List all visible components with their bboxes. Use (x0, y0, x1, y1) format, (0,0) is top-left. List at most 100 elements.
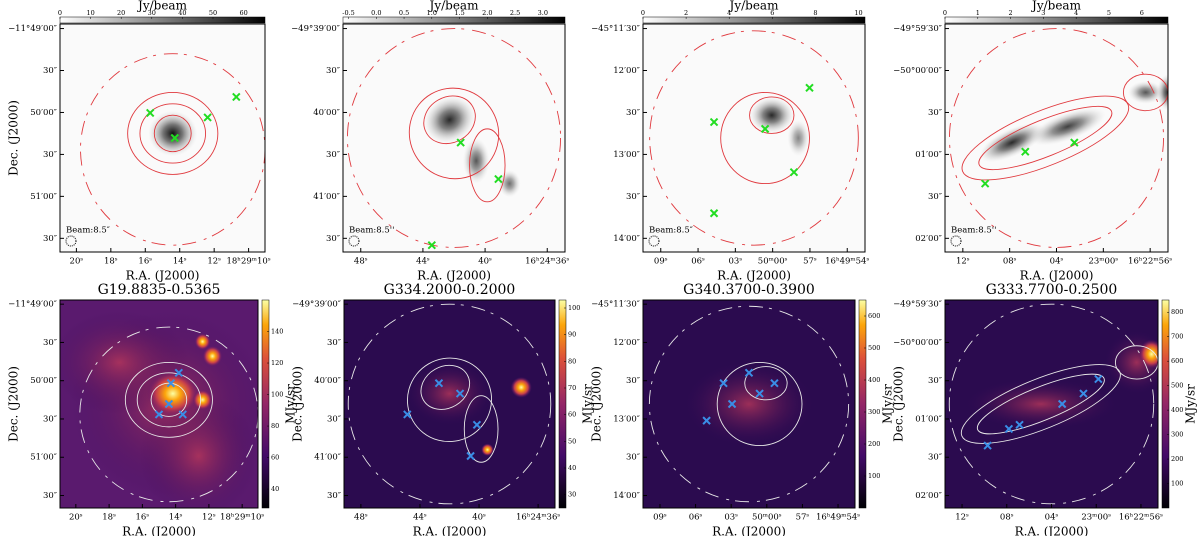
y-tick-label: −11°49′00″ (8, 24, 57, 34)
bright-source (192, 389, 213, 411)
panel-title: G333.7700-0.2500 (986, 282, 1118, 298)
x-tick-label: 09ˢ (654, 257, 668, 267)
colorbar-label: Jy/beam (1030, 0, 1082, 13)
x-tick-label: 18ʰ29ᵐ10ˢ (220, 513, 264, 523)
emission (749, 96, 794, 134)
colorbar-tick-label: 6 (1140, 9, 1144, 17)
x-tick-label: 14ˢ (169, 513, 183, 523)
y-tick-label: −50°00′00″ (893, 338, 942, 348)
colorbar-tick-label: 100 (271, 391, 283, 399)
colorbar-label: MJy/sr (581, 384, 595, 424)
y-tick-label: 30″ (626, 453, 640, 463)
dust-panel: Beam:8.5'' 0 1 2 3 4 5 6 Jy/beam 12ˢ 08ˢ 04ˢ 23ᵐ00ˢ 1… (893, 0, 1172, 283)
x-axis-label: R.A. (J2000) (417, 269, 491, 283)
y-tick-label: −49°39′00″ (291, 24, 340, 34)
emission (787, 119, 810, 157)
source-marker (727, 399, 737, 409)
y-tick-label: 30″ (327, 414, 341, 424)
x-axis-label: R.A. (J2000) (413, 525, 487, 536)
colorbar-tick-label: 10 (854, 9, 862, 17)
colorbar (59, 16, 266, 24)
colorbar (1161, 299, 1170, 509)
diffuse-emission (1104, 331, 1158, 394)
colorbar-tick-label: 400 (1171, 406, 1183, 414)
source-marker (154, 410, 164, 419)
colorbar-tick-label: 200 (868, 440, 880, 448)
colorbar-tick-label: 2.5 (510, 9, 520, 17)
colorbar-tick-label: 60 (271, 454, 279, 462)
y-tick-label: 30″ (626, 376, 640, 386)
source-marker (980, 179, 990, 188)
x-tick-label: 18ˢ (102, 513, 116, 523)
source-marker (434, 378, 444, 388)
y-tick-label: 30″ (326, 150, 340, 160)
contour (124, 361, 213, 438)
colorbar-tick-label: 700 (1171, 333, 1183, 341)
colorbar-tick-label: 300 (868, 408, 880, 416)
x-axis-label: R.A. (J2000) (717, 269, 791, 283)
image-frame (343, 299, 556, 509)
x-axis-label: R.A. (J2000) (712, 525, 786, 536)
panel-title: G340.3700-0.3900 (683, 282, 815, 298)
x-tick-label: 23ᵐ00ˢ (1088, 257, 1118, 267)
contour (949, 28, 1164, 248)
y-tick-label: 30″ (626, 192, 640, 202)
source-marker (427, 240, 437, 250)
contour (153, 114, 192, 153)
contour (346, 28, 562, 248)
y-axis-label: Dec. (J2000) (590, 366, 604, 442)
colorbar-tick-label: 80 (271, 422, 279, 430)
colorbar (342, 16, 566, 24)
x-tick-label: 14ˢ (173, 257, 187, 267)
source-marker (719, 378, 728, 388)
source-marker (805, 83, 814, 93)
x-tick-label: 06ˢ (691, 257, 705, 267)
source-marker (1070, 138, 1079, 147)
source-marker (164, 399, 174, 409)
colorbar-tick-label: 4 (1074, 9, 1078, 17)
source-marker (789, 167, 799, 177)
colorbar-tick-label: 80 (568, 357, 576, 365)
ir-image (643, 300, 855, 508)
x-tick-label: 40ˢ (472, 513, 486, 523)
contour (79, 326, 258, 503)
beam (65, 235, 77, 247)
y-tick-label: −45°11′30″ (591, 300, 640, 310)
y-tick-label: 30″ (928, 108, 942, 118)
contour (648, 305, 850, 503)
colorbar-label: MJy/sr (1184, 384, 1198, 424)
y-tick-label: 01′00″ (915, 414, 942, 424)
x-axis-label: R.A. (J2000) (122, 525, 196, 536)
contour (423, 95, 476, 145)
contour (463, 395, 499, 463)
colorbar-tick-label: 2.0 (482, 9, 492, 17)
y-tick-label: 30″ (928, 376, 942, 386)
x-tick-label: 16ʰ22ᵐ56ˢ (1128, 257, 1172, 267)
source-marker (1015, 420, 1024, 430)
image-frame (59, 299, 259, 509)
contour (347, 303, 552, 505)
x-tick-label: 40ˢ (478, 257, 492, 267)
colorbar-tick-label: 100 (568, 304, 580, 312)
diffuse-emission (407, 362, 492, 425)
colorbar-tick-label: 30 (148, 9, 156, 17)
colorbar-tick-label: 0.5 (399, 9, 409, 17)
beam (648, 235, 660, 247)
x-tick-label: 18ˢ (104, 257, 118, 267)
source-marker (1079, 389, 1088, 398)
bright-source (510, 376, 532, 398)
colorbar-tick-label: 500 (868, 344, 880, 352)
dust-image: Beam:8.5″ (60, 24, 265, 252)
y-tick-label: 02′00″ (915, 234, 942, 244)
x-axis-label: R.A. (J2000) (1020, 269, 1094, 283)
beam-label: Beam:8.5'' (951, 226, 996, 236)
y-tick-label: 12′00″ (613, 66, 640, 76)
contour (961, 95, 1130, 181)
image-frame (642, 23, 866, 253)
emission (498, 169, 521, 198)
colorbar-tick-label: 0 (58, 9, 62, 17)
colorbar-tick-label: 60 (568, 411, 576, 419)
ir-panel: 100 200 300 400 500 600 700 800 MJy/sr G333.7700-… (892, 282, 1198, 536)
y-tick-label: 13′00″ (613, 414, 640, 424)
beam-label: Beam:8.5'' (349, 226, 394, 236)
